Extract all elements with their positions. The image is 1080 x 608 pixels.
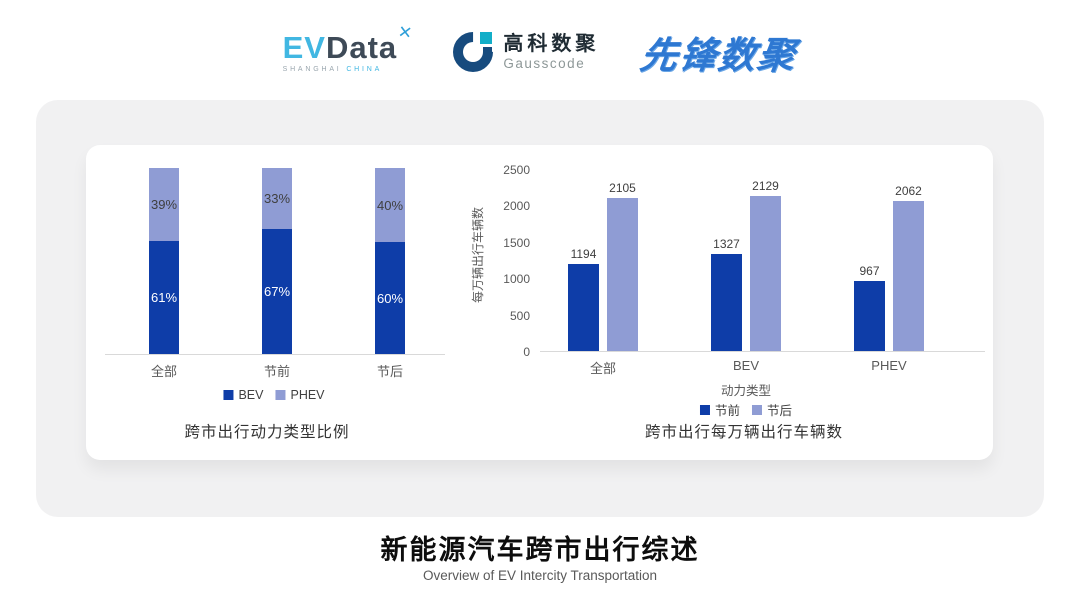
y-tick-label: 1000 [503, 272, 530, 287]
legend-item-post-holiday: 节后 [752, 400, 792, 419]
stacked-bar-节后: 40% 60% [375, 168, 405, 354]
right-chart-y-axis-ticks: 0 500 1000 1500 2000 2500 [470, 163, 530, 359]
page-subtitle: Overview of EV Intercity Transportation [422, 568, 658, 583]
y-tick-label: 500 [509, 308, 530, 323]
y-tick-label: 2000 [503, 199, 530, 214]
evdata-x-icon: ✕ [396, 21, 414, 43]
节后-bar-PHEV [893, 201, 924, 351]
right-chart-legend: 节前 节后 [699, 400, 792, 419]
evdata-data-text: Data [325, 29, 398, 65]
right-category-label: BEV [732, 358, 760, 373]
header-logos: EV Data ✕ SHANGHAI CHINA 高科数聚 Gausscode … [0, 16, 1080, 88]
节后-bar-全部 [607, 198, 638, 351]
post-holiday-legend-label: 节后 [767, 404, 793, 418]
bar-value-label: 967 [859, 264, 880, 278]
left-category-label: 全部 [150, 364, 178, 379]
left-category-label: 节前 [263, 364, 291, 379]
page-title: 新能源汽车跨市出行综述 [380, 535, 700, 565]
gausscode-cn-text: 高科数聚 [503, 32, 600, 55]
charts-panel [86, 145, 993, 460]
phev-value-label: 39% [149, 168, 179, 241]
bev-legend-swatch-icon [223, 390, 234, 400]
evdata-logo: EV Data ✕ SHANGHAI CHINA [282, 22, 414, 73]
pre-holiday-legend-swatch-icon [699, 404, 710, 415]
post-holiday-legend-swatch-icon [752, 404, 762, 415]
right-category-label: PHEV [871, 358, 907, 373]
right-chart-x-axis-label: 动力类型 [720, 384, 772, 398]
right-chart-category-axis: 全部 BEV PHEV [540, 358, 985, 376]
left-category-label: 节后 [376, 364, 404, 379]
节前-bar-PHEV [854, 281, 885, 351]
bar-value-label: 2129 [752, 179, 779, 193]
pioneer-logo: 先锋数聚 [638, 35, 800, 76]
gausscode-g-icon [445, 23, 502, 81]
bev-legend-label: BEV [238, 388, 264, 402]
y-tick-label: 2500 [503, 163, 530, 177]
gausscode-ring [445, 23, 502, 81]
gausscode-navy-square [483, 47, 493, 56]
left-chart-legend: BEV PHEV [223, 388, 325, 402]
bev-value-label: 61% [149, 241, 179, 354]
right-category-label: 全部 [589, 361, 617, 376]
bev-value-label: 60% [375, 242, 405, 354]
gausscode-en-text: Gausscode [503, 55, 586, 71]
phev-value-label: 40% [375, 168, 405, 242]
evdata-ev-text: EV [282, 29, 326, 65]
节后-bar-BEV [750, 196, 781, 351]
left-chart-plot-area: 39% 61% 33% 67% 40% 60% [105, 168, 445, 355]
left-chart-category-axis: 全部 节前 节后 [105, 361, 445, 379]
right-chart-title: 跨市出行每万辆出行车辆数 [644, 424, 844, 441]
节前-bar-BEV [711, 254, 742, 351]
phev-value-label: 33% [262, 168, 292, 229]
gausscode-logo: 高科数聚 Gausscode [445, 23, 599, 81]
phev-legend-label: PHEV [290, 388, 325, 402]
y-tick-label: 1500 [503, 235, 530, 250]
right-chart-plot-area: 1194 2105 1327 2129 967 2062 [540, 170, 985, 352]
bar-value-label: 2105 [609, 181, 636, 195]
legend-item-pre-holiday: 节前 [699, 400, 740, 419]
evdata-china-text: CHINA [346, 65, 383, 73]
y-tick-label: 0 [523, 345, 530, 359]
evdata-wordmark: EV Data ✕ [282, 22, 414, 65]
evdata-shanghai-text: SHANGHAI [282, 65, 342, 73]
pre-holiday-legend-label: 节前 [714, 404, 740, 418]
bev-value-label: 67% [262, 229, 292, 354]
stacked-bar-全部: 39% 61% [149, 168, 179, 354]
legend-item-phev: PHEV [275, 388, 325, 402]
gausscode-text: 高科数聚 Gausscode [503, 33, 599, 72]
stacked-bar-节前: 33% 67% [262, 168, 292, 354]
bar-value-label: 1327 [713, 237, 740, 251]
bar-value-label: 1194 [570, 247, 597, 261]
legend-item-bev: BEV [223, 388, 263, 402]
evdata-subtext: SHANGHAI CHINA [283, 66, 412, 73]
bar-value-label: 2062 [895, 184, 922, 198]
phev-legend-swatch-icon [275, 390, 286, 400]
节前-bar-全部 [568, 264, 599, 351]
gausscode-cyan-square [480, 32, 493, 44]
left-chart-title: 跨市出行动力类型比例 [184, 424, 350, 441]
